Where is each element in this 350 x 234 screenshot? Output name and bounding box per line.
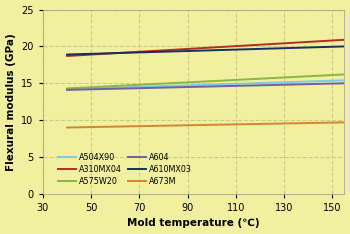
Y-axis label: Flexural modulus (GPa): Flexural modulus (GPa) [6,33,15,171]
X-axis label: Mold temperature (℃): Mold temperature (℃) [127,219,260,228]
Legend: A504X90, A310MX04, A575W20, A604, A610MX03, A673M: A504X90, A310MX04, A575W20, A604, A610MX… [56,150,195,188]
